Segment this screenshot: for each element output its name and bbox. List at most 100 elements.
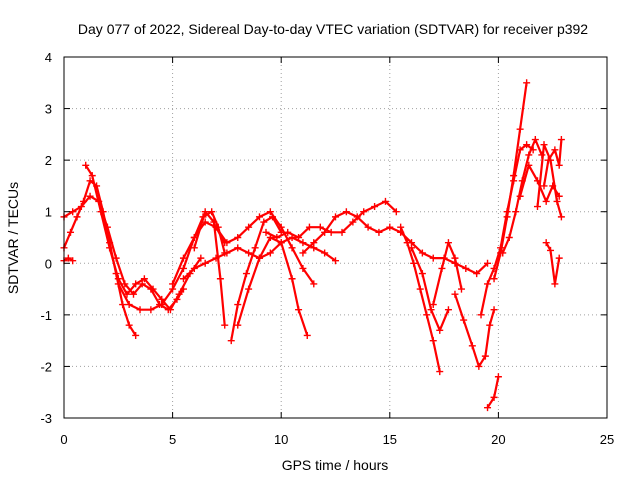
- data-point: [533, 203, 541, 211]
- x-tick-label: 25: [600, 432, 614, 447]
- data-point: [210, 218, 218, 226]
- data-point: [223, 239, 231, 247]
- data-point: [481, 352, 489, 360]
- data-point: [429, 337, 437, 345]
- data-point: [295, 306, 303, 314]
- data-point: [121, 280, 129, 288]
- data-point: [392, 208, 400, 216]
- data-point: [321, 249, 329, 257]
- data-point: [266, 249, 274, 257]
- data-point: [67, 228, 75, 236]
- x-tick-label: 15: [383, 432, 397, 447]
- data-point: [64, 254, 72, 262]
- series-arc-s: [484, 373, 502, 412]
- data-point: [284, 228, 292, 236]
- data-point: [158, 301, 166, 309]
- data-point: [512, 208, 520, 216]
- data-point: [316, 223, 324, 231]
- series-arc-l: [262, 197, 400, 241]
- series-arc-g: [190, 208, 229, 329]
- data-point: [542, 197, 550, 205]
- data-point: [114, 280, 122, 288]
- data-point: [327, 228, 335, 236]
- data-point: [542, 239, 550, 247]
- data-point: [234, 321, 242, 329]
- data-point: [364, 223, 372, 231]
- y-tick-label: 0: [45, 256, 52, 271]
- data-point: [130, 290, 138, 298]
- x-axis-label: GPS time / hours: [282, 457, 389, 473]
- data-point: [371, 203, 379, 211]
- data-point: [299, 249, 307, 257]
- data-point: [510, 172, 518, 180]
- data-point: [234, 301, 242, 309]
- data-point: [553, 197, 561, 205]
- data-point: [484, 259, 492, 267]
- data-point: [499, 249, 507, 257]
- data-point: [266, 208, 274, 216]
- series-line: [62, 179, 137, 337]
- data-point: [484, 404, 492, 412]
- data-point: [338, 228, 346, 236]
- data-point: [179, 264, 187, 272]
- data-point: [73, 213, 81, 221]
- data-point: [386, 223, 394, 231]
- y-tick-label: 2: [45, 153, 52, 168]
- data-point: [251, 244, 259, 252]
- data-point: [557, 136, 565, 144]
- data-point: [288, 244, 296, 252]
- data-point: [140, 275, 148, 283]
- data-point: [223, 249, 231, 257]
- data-point: [299, 264, 307, 272]
- data-point: [245, 285, 253, 293]
- data-point: [119, 301, 127, 309]
- data-point: [503, 213, 511, 221]
- data-point: [69, 257, 77, 265]
- data-point: [69, 208, 77, 216]
- data-point: [342, 208, 350, 216]
- data-point: [475, 362, 483, 370]
- data-point: [260, 218, 268, 226]
- data-point: [227, 337, 235, 345]
- data-point: [321, 228, 329, 236]
- data-point: [490, 393, 498, 401]
- data-point: [138, 280, 146, 288]
- data-point: [418, 249, 426, 257]
- data-point: [397, 223, 405, 231]
- series-line: [545, 242, 561, 285]
- data-point: [381, 197, 389, 205]
- data-point: [525, 151, 533, 159]
- data-point: [460, 316, 468, 324]
- data-point: [429, 254, 437, 262]
- x-tick-label: 0: [60, 432, 67, 447]
- data-point: [299, 239, 307, 247]
- y-tick-label: 1: [45, 205, 52, 220]
- data-point: [540, 182, 548, 190]
- data-point: [360, 208, 368, 216]
- data-point: [505, 234, 513, 241]
- data-point: [125, 301, 133, 309]
- series-arc-t: [490, 79, 531, 283]
- data-point: [86, 192, 94, 200]
- data-point: [212, 223, 220, 231]
- data-point: [166, 306, 174, 314]
- data-point: [484, 280, 492, 288]
- data-point: [305, 223, 313, 231]
- data-point: [112, 254, 120, 262]
- series-line: [215, 210, 315, 285]
- data-point: [277, 239, 285, 247]
- data-point: [273, 234, 281, 241]
- data-point: [106, 244, 114, 252]
- data-layer: [60, 79, 565, 412]
- data-point: [429, 301, 437, 309]
- data-point: [216, 275, 224, 283]
- data-point: [403, 239, 411, 247]
- data-point: [295, 234, 303, 241]
- y-axis-label: SDTVAR / TECUs: [5, 182, 21, 294]
- data-point: [551, 146, 559, 154]
- data-point: [490, 306, 498, 314]
- data-point: [190, 244, 198, 252]
- y-tick-label: -3: [40, 411, 52, 426]
